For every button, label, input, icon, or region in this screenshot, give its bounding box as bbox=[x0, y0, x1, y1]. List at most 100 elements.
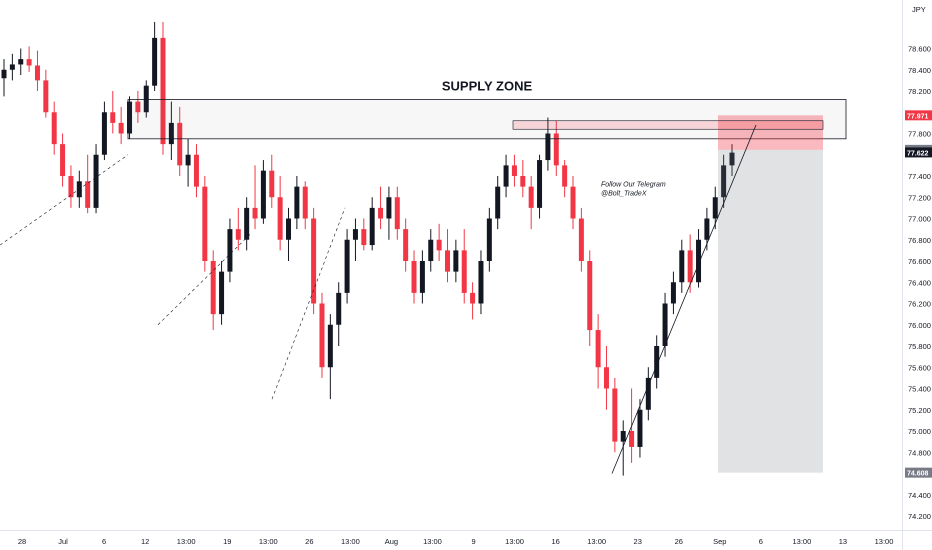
time-tick-label: 13:00 bbox=[875, 537, 894, 546]
candle-body bbox=[545, 133, 551, 161]
candle-body bbox=[127, 101, 133, 134]
candle-body bbox=[503, 165, 509, 187]
dashed-trendline bbox=[0, 154, 129, 246]
candle-body bbox=[620, 431, 626, 442]
candle-body bbox=[9, 64, 15, 70]
candle-body bbox=[34, 65, 40, 81]
candle-body bbox=[202, 186, 208, 261]
candle-body bbox=[93, 154, 99, 208]
time-tick-label: 6 bbox=[102, 537, 106, 546]
candle-body bbox=[461, 250, 467, 293]
candle-body bbox=[679, 250, 685, 283]
candle-body bbox=[670, 282, 676, 304]
candle-body bbox=[637, 409, 643, 447]
price-tick-label: 74.200 bbox=[908, 512, 931, 521]
candle-body bbox=[511, 165, 517, 176]
price-tick-label: 76.400 bbox=[908, 278, 931, 287]
candle-body bbox=[185, 154, 191, 166]
candle-body bbox=[495, 186, 501, 219]
candle-body bbox=[311, 218, 317, 304]
candle-body bbox=[712, 197, 718, 219]
telegram-note: @Bolt_TradeX bbox=[601, 191, 647, 198]
price-tick-label: 75.200 bbox=[908, 406, 931, 415]
candle-body bbox=[419, 261, 425, 293]
price-tick-label: 75.600 bbox=[908, 363, 931, 372]
candle-body bbox=[369, 207, 375, 246]
candle-body bbox=[244, 207, 250, 240]
candle-body bbox=[252, 207, 258, 219]
time-tick-label: Jul bbox=[58, 537, 68, 546]
price-tick-label: 74.800 bbox=[908, 448, 931, 457]
price-tick-label: 78.200 bbox=[908, 87, 931, 96]
telegram-note: Follow Our Telegram bbox=[601, 182, 666, 189]
candle-body bbox=[696, 239, 702, 283]
time-tick-label: 6 bbox=[759, 537, 763, 546]
candle-body bbox=[302, 186, 308, 219]
price-tick-label: 77.800 bbox=[908, 130, 931, 139]
ascending-trendline bbox=[611, 124, 757, 474]
candle-body bbox=[629, 431, 635, 447]
candle-body bbox=[453, 250, 459, 272]
candle-body bbox=[336, 292, 342, 325]
drawings: SUPPLY ZONE Follow Our Telegram @Bolt_Trad… bbox=[0, 79, 847, 474]
candle-body bbox=[269, 170, 275, 198]
candles bbox=[1, 21, 735, 476]
candle-body bbox=[378, 207, 384, 219]
candle-body bbox=[403, 229, 409, 261]
supply-zone-box bbox=[127, 99, 847, 140]
time-tick-label: 9 bbox=[471, 537, 475, 546]
price-tick-label: 77.400 bbox=[908, 172, 931, 181]
candle-body bbox=[235, 229, 241, 240]
time-tick-label: 13:00 bbox=[423, 537, 442, 546]
time-tick-label: 13:00 bbox=[505, 537, 524, 546]
candle-body bbox=[260, 170, 266, 219]
time-tick-label: 12 bbox=[141, 537, 149, 546]
candle-body bbox=[18, 59, 24, 65]
candle-body bbox=[101, 112, 107, 155]
price-tick-label: 75.000 bbox=[908, 427, 931, 436]
time-tick-label: 13:00 bbox=[587, 537, 606, 546]
candle-body bbox=[361, 229, 367, 246]
price-tag-background bbox=[905, 147, 932, 158]
candle-body bbox=[662, 303, 668, 346]
price-tick-label: 78.600 bbox=[908, 45, 931, 54]
time-tick-label: 13:00 bbox=[341, 537, 360, 546]
candle-body bbox=[729, 152, 735, 166]
candle-body bbox=[319, 303, 325, 368]
price-axis[interactable]: 78.60078.40078.20078.00077.80077.40077.2… bbox=[908, 5, 931, 521]
candle-body bbox=[603, 367, 609, 389]
candle-body bbox=[327, 324, 333, 368]
time-tick-label: Sep bbox=[713, 537, 726, 546]
candle-body bbox=[436, 239, 442, 251]
candle-body bbox=[537, 160, 543, 208]
candle-body bbox=[135, 101, 141, 113]
candle-body bbox=[578, 218, 584, 261]
supply-zone-title: SUPPLY ZONE bbox=[442, 79, 533, 94]
candle-body bbox=[486, 218, 492, 261]
candle-body bbox=[520, 176, 526, 187]
entry-zone-box bbox=[512, 120, 824, 130]
candle-body bbox=[478, 261, 484, 304]
candle-body bbox=[570, 186, 576, 219]
candle-body bbox=[160, 37, 166, 145]
time-axis[interactable]: 28 Jul 6 12 13:00 19 13:00 26 13:00 Aug 13:00 9 13:0… bbox=[18, 537, 894, 546]
candle-body bbox=[428, 239, 434, 261]
candle-body bbox=[227, 229, 233, 272]
candle-body bbox=[177, 122, 183, 166]
price-tick-label: 76.200 bbox=[908, 300, 931, 309]
candle-body bbox=[612, 388, 618, 442]
candle-body bbox=[85, 181, 91, 208]
candle-body bbox=[118, 122, 124, 134]
price-tag-background bbox=[905, 110, 932, 121]
candle-body bbox=[562, 165, 568, 187]
time-tick-label: 16 bbox=[551, 537, 559, 546]
price-tag-label: 74.608 bbox=[907, 471, 929, 478]
price-tick-label: 77.200 bbox=[908, 193, 931, 202]
price-tick-label: 75.800 bbox=[908, 342, 931, 351]
candle-body bbox=[687, 250, 693, 283]
candle-body bbox=[444, 250, 450, 272]
price-tick-label: 77.000 bbox=[908, 215, 931, 224]
candle-body bbox=[470, 292, 476, 304]
candle-body bbox=[143, 85, 149, 113]
